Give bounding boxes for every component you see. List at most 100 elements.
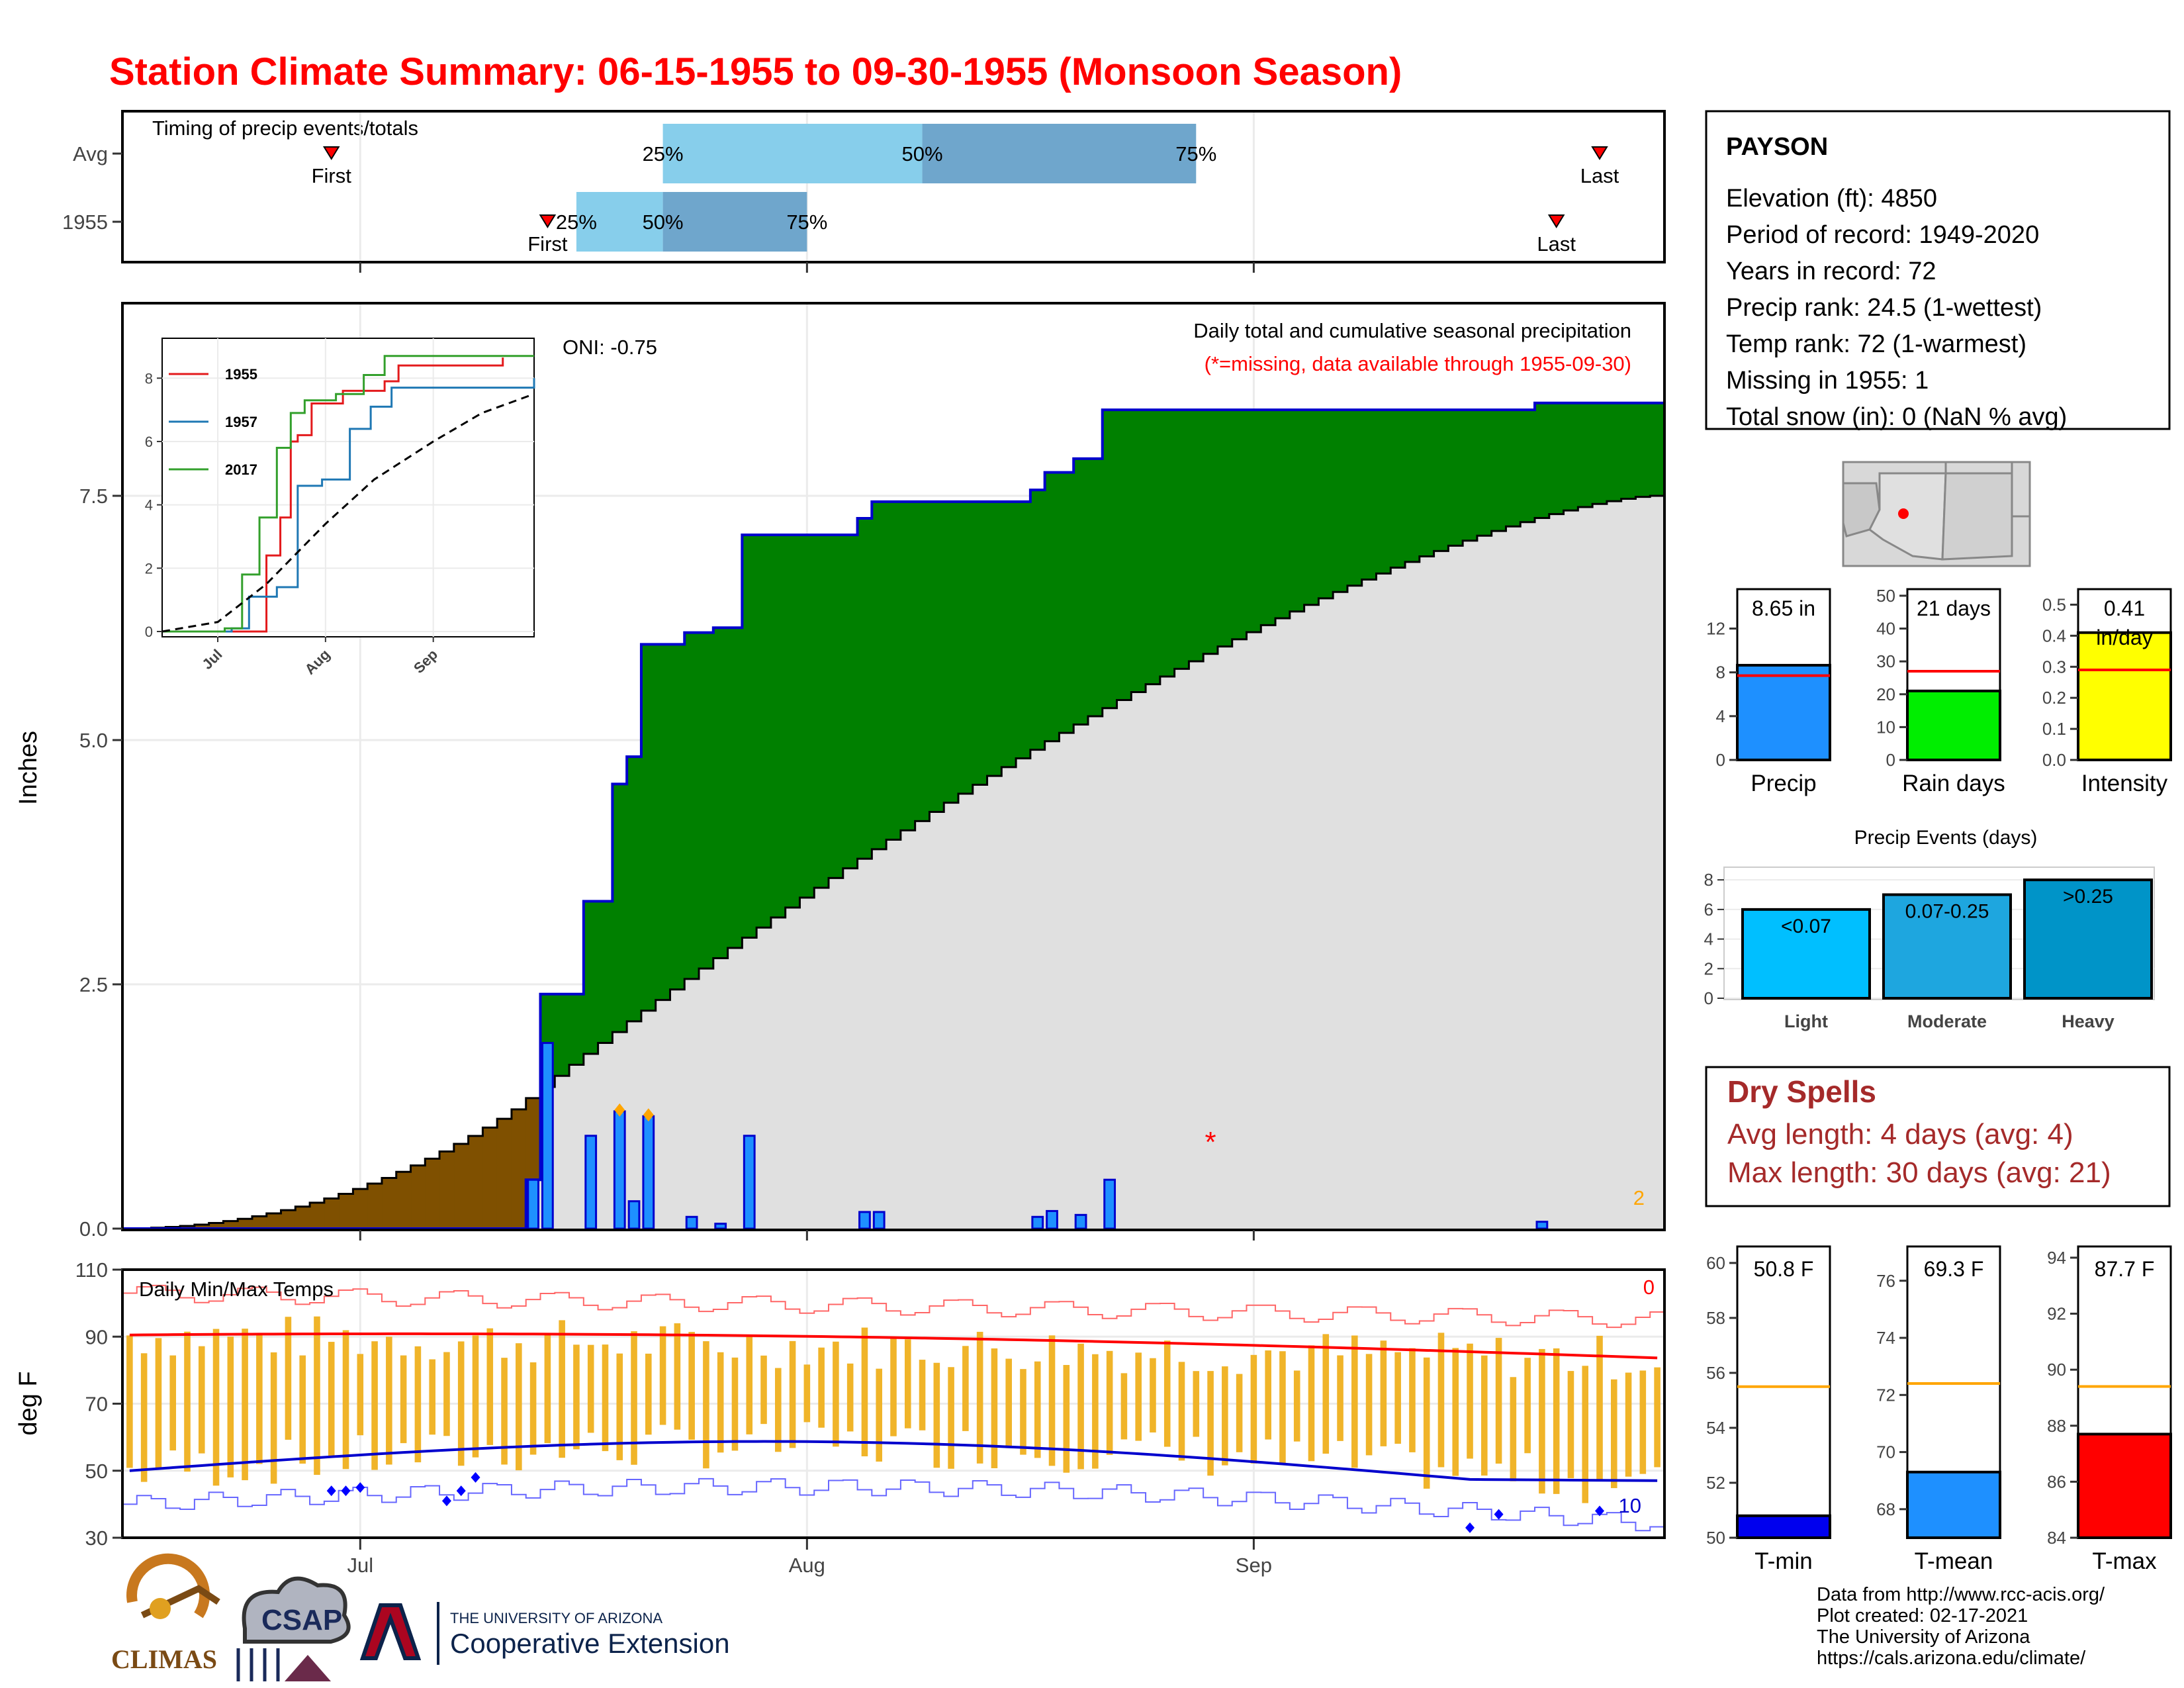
daily-temp-bar (501, 1358, 508, 1465)
csap-cloud (242, 1576, 351, 1644)
daily-temp-bar (991, 1348, 998, 1468)
daily-temp-bar (1351, 1335, 1358, 1468)
csap-logo: CSAP (236, 1576, 351, 1681)
daily-temp-bar (1163, 1340, 1171, 1447)
events-tick-label: 4 (1704, 929, 1713, 949)
record-low-marker (341, 1485, 351, 1497)
timing-row-label: Avg (73, 142, 108, 165)
temp-summary-bars: 50 52 54 56 58 60 50.8 F T-min 68 70 72 74 76 69.3 F T… (1706, 1245, 2172, 1574)
daily-temp-bar (1250, 1354, 1257, 1464)
summary-tick-label: 8 (1716, 663, 1725, 682)
daily-temp-bar (775, 1368, 782, 1452)
temp-summary-tick-label: 90 (2047, 1360, 2066, 1380)
daily-temp-bar (314, 1316, 320, 1476)
daily-precip-bar (627, 1200, 641, 1230)
summary-sub-label-Intensity: in/day (2096, 626, 2152, 649)
inset-y-tick-label: 0 (145, 624, 153, 640)
daily-temp-bar (602, 1344, 609, 1452)
daily-temp-bar (1265, 1350, 1271, 1440)
daily-temp-bar (1135, 1352, 1142, 1441)
daily-temp-bar (976, 1331, 983, 1464)
station-name: PAYSON (1726, 133, 1828, 161)
record-low-marker (1465, 1522, 1475, 1533)
temp-summary-frame-T-min (1736, 1245, 1831, 1539)
record-day-marker (643, 1108, 654, 1122)
daily-temp-bar (429, 1359, 435, 1435)
station-box (1705, 110, 2171, 430)
ua-a-mark (359, 1603, 422, 1660)
timing-rows: Avg 25% 50% 75% First Last 1955 25% 50% 75% First L… (62, 124, 1619, 256)
temp-summary-bar-T-max (2077, 1432, 2172, 1539)
daily-temp-bar (645, 1353, 652, 1435)
temp-count-high: 0 (1643, 1276, 1655, 1299)
daily-temp-bar (1510, 1377, 1517, 1481)
temp-summary-name-T-max: T-max (2092, 1548, 2157, 1574)
station-info-lines: Elevation (ft): 4850 Period of record: 19… (1726, 185, 2067, 431)
daily-precip-bar (858, 1211, 871, 1230)
precip-events-title: Precip Events (days) (1854, 827, 2038, 849)
summary-bars: 0 4 8 12 8.65 in Precip 0 10 20 30 40 50 21 days Rain… (1706, 586, 2172, 796)
daily-temp-bar (414, 1346, 422, 1463)
summary-name-Intensity: Intensity (2081, 771, 2168, 796)
daily-temp-bar (876, 1368, 883, 1462)
daily-temp-bar (1639, 1370, 1647, 1474)
daily-temp-bar (285, 1317, 292, 1440)
summary-tick-label: 0 (1886, 750, 1895, 770)
station-info-line: Period of record: 1949-2020 (1726, 221, 2039, 249)
daily-temp-bar (342, 1330, 349, 1470)
precip-daily-bars (527, 1042, 1549, 1230)
summary-value-label-Rain days: 21 days (1917, 596, 1991, 620)
summary-tick-label: 0 (1716, 750, 1725, 770)
temp-summary-tick-label: 60 (1706, 1253, 1725, 1273)
daily-temp-bar (1308, 1345, 1315, 1462)
temp-summary-tick-label: 68 (1876, 1499, 1895, 1519)
inset-y-tick-label: 4 (145, 497, 153, 514)
summary-name-Rain days: Rain days (1902, 771, 2005, 796)
timing-panel: Timing of precip events/totals Avg 25% 50%… (62, 110, 1666, 273)
precip-y-label: Inches (15, 731, 42, 805)
daily-precip-bar (527, 1178, 539, 1230)
daily-temp-bar (400, 1355, 407, 1444)
precip-areas (122, 401, 1665, 1230)
precip-panel: 0.0 2.5 5.0 7.5 Inches Daily total and cumu… (15, 302, 1666, 1241)
event-bar-Light (1741, 908, 1871, 1000)
temp-x-tick-label: Aug (789, 1554, 825, 1577)
temp-summary-tick-label: 70 (1876, 1442, 1895, 1462)
avg-min-line (129, 1440, 1658, 1482)
daily-temp-bar (357, 1354, 364, 1436)
daily-temp-bar (1625, 1372, 1632, 1477)
summary-tick-label: 10 (1876, 717, 1895, 737)
daily-temp-bar (760, 1355, 767, 1425)
daily-temp-bar (1654, 1367, 1661, 1468)
daily-temp-bar (1293, 1370, 1300, 1442)
daily-temp-bar (890, 1336, 897, 1436)
temp-y-tick-label: 30 (85, 1526, 108, 1550)
temp-summary-name-T-min: T-min (1754, 1548, 1813, 1574)
daily-temp-bar (1610, 1379, 1617, 1489)
record-low-line (122, 1477, 1664, 1532)
daily-temp-bar (1005, 1358, 1012, 1448)
temp-summary-value-T-max: 87.7 F (2095, 1257, 2155, 1281)
event-bar-label-Heavy: >0.25 (2063, 886, 2113, 908)
timing-title: Timing of precip events/totals (152, 117, 418, 140)
temp-summary-tick-label: 88 (2047, 1416, 2066, 1436)
summary-tick-label: 0.0 (2042, 750, 2066, 770)
daily-temp-bar (703, 1341, 709, 1469)
record-low-marker (355, 1482, 365, 1493)
daily-precip-bar (1031, 1215, 1044, 1230)
summary-bar-Intensity (2077, 631, 2172, 761)
record-high-line (122, 1284, 1664, 1329)
dry-spells-max: Max length: 30 days (avg: 21) (1727, 1156, 2111, 1189)
daily-temp-bar (731, 1357, 739, 1451)
daily-temp-bar (1207, 1371, 1214, 1476)
event-bar-Moderate (1882, 893, 2012, 1000)
ua-big-text: Cooperative Extension (450, 1628, 730, 1659)
temp-summary-bar-T-min (1736, 1514, 1831, 1540)
event-bar-name-Heavy: Heavy (2062, 1011, 2115, 1031)
summary-bar-Precip (1736, 663, 1831, 762)
summary-tick-label: 12 (1706, 619, 1725, 639)
precip-y-tick-label: 0.0 (79, 1217, 108, 1241)
daily-temp-bar (1553, 1348, 1560, 1494)
